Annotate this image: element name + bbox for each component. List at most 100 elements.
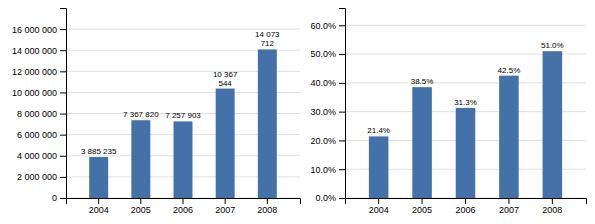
y-tick-label: 40.0% <box>310 78 336 88</box>
bar <box>412 87 432 198</box>
x-axis: 2004 2005 2006 2007 2008 <box>346 198 587 215</box>
y-axis: 0 2 000 000 4 000 000 6 000 000 8 000 000 10 … <box>12 9 67 204</box>
y-tick: 10.0% <box>310 165 345 175</box>
y-tick-label: 10.0% <box>310 165 336 175</box>
data-label-line: 7 257 903 <box>165 111 201 120</box>
y-tick-label: 16 000 000 <box>12 24 57 34</box>
y-tick-mark <box>60 92 66 93</box>
x-tick: 2008 <box>257 198 277 215</box>
grid-line <box>345 25 586 26</box>
data-label: 42.5% <box>498 66 521 75</box>
x-tick-mark <box>552 198 553 204</box>
x-tick-mark <box>267 198 268 204</box>
data-label-line: 51.0% <box>541 41 564 50</box>
bar <box>499 76 519 198</box>
y-tick: 0 <box>52 193 66 203</box>
data-label: 10 367544 <box>213 70 238 88</box>
data-label: 31.3% <box>454 98 477 107</box>
y-tick-label: 60.0% <box>310 21 336 31</box>
y-axis-line <box>339 9 346 199</box>
y-tick: 4 000 000 <box>17 151 66 161</box>
x-tick-mark <box>98 198 99 204</box>
data-label: 7 367 820 <box>123 110 159 119</box>
x-tick: 2005 <box>131 198 151 215</box>
bar <box>89 157 108 198</box>
x-tick: 2006 <box>173 198 193 215</box>
data-label: 14 073712 <box>255 30 280 48</box>
x-tick-label: 2005 <box>131 205 151 215</box>
x-tick-mark <box>508 198 509 204</box>
y-axis-line <box>60 9 67 199</box>
y-tick: 40.0% <box>310 78 345 88</box>
chart-container: 0 2 000 000 4 000 000 6 000 000 8 000 000 10 … <box>0 0 595 224</box>
y-tick-mark <box>339 198 345 199</box>
y-tick-label: 10 000 000 <box>12 88 57 98</box>
x-tick-mark <box>140 198 141 204</box>
data-label-line: 31.3% <box>454 98 477 107</box>
y-tick: 30.0% <box>310 107 345 117</box>
y-tick-label: 6 000 000 <box>17 130 57 140</box>
data-label-line: 7 367 820 <box>123 110 159 119</box>
y-tick-mark <box>60 177 66 178</box>
x-tick: 2007 <box>215 198 235 215</box>
grid <box>66 29 300 198</box>
x-tick-mark <box>422 198 423 204</box>
y-tick: 8 000 000 <box>17 109 66 119</box>
bar <box>258 49 277 198</box>
y-tick: 0.0% <box>315 193 345 203</box>
data-label-line: 21.4% <box>367 126 390 135</box>
x-tick: 2004 <box>369 198 389 215</box>
y-tick-mark <box>60 50 66 51</box>
y-tick-label: 8 000 000 <box>17 109 57 119</box>
y-tick-label: 4 000 000 <box>17 151 57 161</box>
y-tick-label: 14 000 000 <box>12 46 57 56</box>
y-tick: 2 000 000 <box>17 172 66 182</box>
bar <box>369 136 389 198</box>
y-tick-label: 2 000 000 <box>17 172 57 182</box>
data-label: 7 257 903 <box>165 111 201 120</box>
x-tick-mark <box>183 198 184 204</box>
y-tick-mark <box>60 156 66 157</box>
y-tick-mark <box>60 198 66 199</box>
y-tick: 14 000 000 <box>12 46 66 56</box>
bar <box>456 108 476 198</box>
x-tick: 2007 <box>499 198 519 215</box>
y-tick-label: 0.0% <box>315 193 336 203</box>
x-tick-label: 2006 <box>455 205 475 215</box>
data-label-line: 3 885 235 <box>81 147 117 156</box>
y-tick-mark <box>60 71 66 72</box>
x-axis-line <box>67 199 301 205</box>
data-label: 38.5% <box>411 77 434 86</box>
y-tick-mark <box>339 140 345 141</box>
x-tick-label: 2005 <box>412 205 432 215</box>
bar <box>131 120 150 198</box>
data-label-line: 38.5% <box>411 77 434 86</box>
x-tick-label: 2007 <box>215 205 235 215</box>
panel: 0.0%10.0%20.0%30.0%40.0%50.0%60.0%200420… <box>310 9 586 216</box>
x-tick: 2006 <box>455 198 475 215</box>
y-tick: 12 000 000 <box>12 67 66 77</box>
bars <box>369 51 562 198</box>
y-tick-label: 0 <box>52 193 57 203</box>
x-tick-label: 2008 <box>257 205 277 215</box>
x-tick-label: 2004 <box>369 205 389 215</box>
y-tick: 6 000 000 <box>17 130 66 140</box>
data-label-line: 42.5% <box>498 66 521 75</box>
y-tick-mark <box>60 29 66 30</box>
y-tick-label: 30.0% <box>310 107 336 117</box>
x-tick: 2004 <box>89 198 109 215</box>
y-tick-label: 20.0% <box>310 136 336 146</box>
data-label: 21.4% <box>367 126 390 135</box>
x-tick-label: 2004 <box>89 205 109 215</box>
y-tick: 50.0% <box>310 49 345 59</box>
x-axis-line <box>346 199 587 205</box>
y-axis: 0.0% 10.0% 20.0% 30.0% 40.0% 50.0% 60.0% <box>310 9 345 204</box>
y-tick-mark <box>60 114 66 115</box>
y-tick-mark <box>339 83 345 84</box>
x-tick: 2005 <box>412 198 432 215</box>
y-tick: 20.0% <box>310 136 345 146</box>
y-tick-mark <box>339 54 345 55</box>
x-tick-mark <box>225 198 226 204</box>
y-tick-mark <box>339 112 345 113</box>
x-tick: 2008 <box>542 198 562 215</box>
